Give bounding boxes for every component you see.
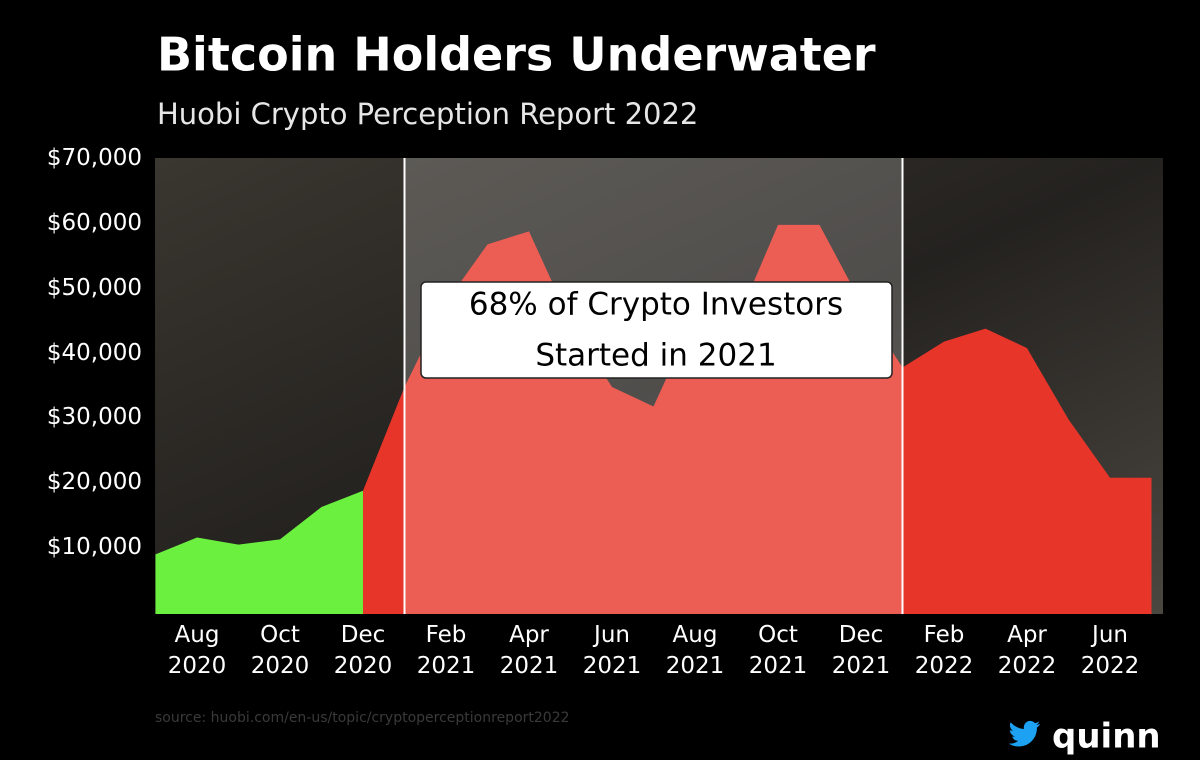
highlight-band: [404, 158, 903, 614]
x-tick-label: Dec 2021: [831, 622, 891, 679]
x-tick-label: Aug 2021: [665, 622, 725, 679]
annotation-text: Started in 2021: [535, 338, 776, 374]
x-tick-label: Apr 2022: [997, 622, 1057, 679]
y-tick-label: $60,000: [46, 209, 142, 236]
x-tick-label: Oct 2020: [250, 622, 310, 679]
source: source: huobi.com/en-us/topic/cryptoperc…: [155, 710, 570, 726]
chart-title: Bitcoin Holders Underwater: [157, 28, 876, 82]
area: [155, 490, 363, 614]
chart-subtitle: Huobi Crypto Perception Report 2022: [157, 97, 698, 131]
annotation-text: 68% of Crypto Investors: [469, 287, 843, 323]
x-tick-label: Oct 2021: [748, 622, 808, 679]
x-tick-label: Feb 2021: [416, 622, 476, 679]
y-tick-label: $70,000: [46, 145, 142, 171]
handle: quinn: [1052, 717, 1161, 757]
x-tick-label: Jun 2021: [582, 622, 642, 679]
annotation: 68% of Crypto Investors Started in 2021: [420, 281, 893, 379]
y-tick-label: $20,000: [46, 469, 142, 496]
x-tick-label: Jun 2022: [1080, 622, 1140, 679]
annotation-box: [420, 281, 893, 379]
x-tick-label: Aug 2020: [167, 622, 227, 679]
y-tick-label: $50,000: [46, 274, 142, 301]
x-tick-label: Feb 2022: [914, 622, 974, 679]
x-tick-label: Dec 2020: [333, 622, 393, 679]
y-tick-label: $10,000: [46, 534, 142, 561]
x-tick-label: Apr 2021: [499, 622, 559, 679]
y-tick-label: $30,000: [46, 404, 142, 431]
y-tick-label: $40,000: [46, 339, 142, 366]
twitter-icon: [1008, 720, 1041, 747]
